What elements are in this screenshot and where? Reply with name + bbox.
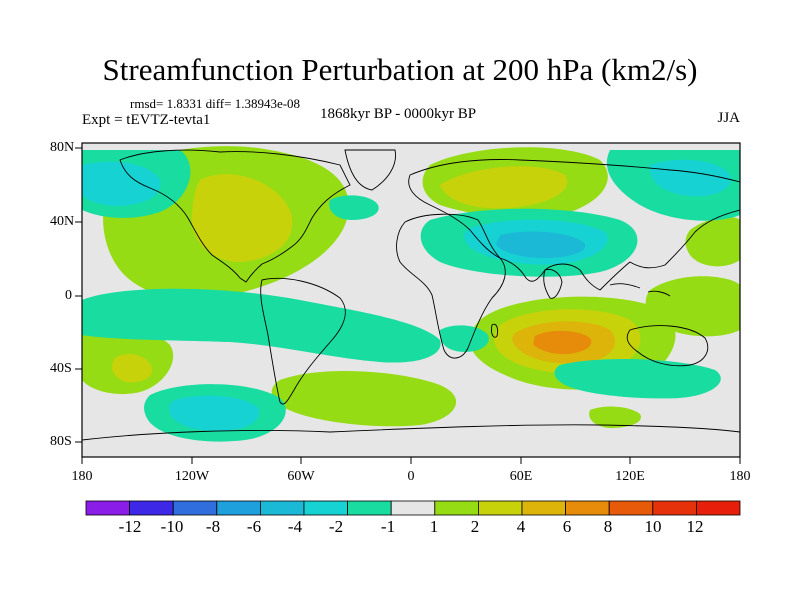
colorbar-swatch xyxy=(608,500,654,516)
colorbar-swatch xyxy=(652,500,697,516)
coastline-indonesia xyxy=(609,283,671,297)
contour-pos-eurasia-inner xyxy=(440,166,568,209)
colorbar-swatch xyxy=(434,500,479,516)
x-tick-label: 60E xyxy=(509,469,533,484)
colorbar-swatch xyxy=(565,500,610,516)
contour-neg-northeast-inner xyxy=(649,159,731,197)
contour-fields xyxy=(82,146,740,442)
colorbar-label: 12 xyxy=(686,517,704,536)
colorbar-label: 4 xyxy=(516,517,526,536)
tick-marks xyxy=(75,147,741,464)
colorbar-label: -8 xyxy=(205,517,221,536)
y-tick-label: 0 xyxy=(65,288,72,303)
colorbar-swatch xyxy=(85,500,130,516)
x-tick-label: 180 xyxy=(71,469,93,484)
contour-pos-south-atlantic xyxy=(271,370,457,427)
colorbar-swatch xyxy=(303,500,348,516)
period-label: 1868kyr BP - 0000kyr BP xyxy=(320,106,477,122)
coastline-madagascar xyxy=(491,323,499,338)
colorbar-label: -4 xyxy=(287,517,303,536)
colorbar-label: -6 xyxy=(246,517,262,536)
colorbar-label: 2 xyxy=(470,517,480,536)
coastline-antarctica xyxy=(82,424,740,441)
stats-text: rmsd= 1.8331 diff= 1.38943e-08 xyxy=(130,96,301,111)
contour-neg-north-atlantic xyxy=(329,195,379,220)
coastline-south-america xyxy=(260,277,346,405)
contour-pos-pacific-south-inner xyxy=(112,354,153,383)
y-tick-label: 40N xyxy=(50,214,75,229)
coastlines xyxy=(82,149,740,441)
contour-pos-australia-east xyxy=(645,276,740,337)
colorbar-swatch xyxy=(477,500,523,516)
y-tick-label: 80S xyxy=(50,434,72,449)
contour-pos-indian-ocean-8 xyxy=(533,330,592,355)
contour-pos-antarctic xyxy=(589,406,641,428)
season-label: JJA xyxy=(717,110,740,126)
colorbar-swatch xyxy=(696,500,741,516)
contour-pos-north-america-inner xyxy=(191,174,293,262)
colorbar-swatch xyxy=(521,500,566,516)
colorbar-label: 1 xyxy=(429,517,439,536)
x-tick-label: 120E xyxy=(615,469,645,484)
plot-title: Streamfunction Perturbation at 200 hPa (… xyxy=(102,52,698,87)
y-tick-label: 80N xyxy=(50,140,75,155)
colorbar-label: -12 xyxy=(118,517,142,536)
contour-neg-south-pacific-inner xyxy=(169,395,260,432)
colorbar-swatch xyxy=(172,500,218,516)
experiment-label: Expt = tEVTZ-tevta1 xyxy=(82,112,211,128)
contour-neg-asia-core xyxy=(496,231,586,258)
contour-pos-asia-east xyxy=(685,217,740,267)
colorbar-label: -10 xyxy=(160,517,184,536)
colorbar xyxy=(85,500,741,516)
colorbar-swatch xyxy=(129,500,174,516)
coastline-greenland xyxy=(344,149,396,191)
colorbar-swatch xyxy=(216,500,261,516)
x-tick-label: 180 xyxy=(729,469,751,484)
colorbar-label: -1 xyxy=(380,517,396,536)
contour-neg-southern-indian xyxy=(554,358,721,399)
coastline-north-america xyxy=(119,149,351,283)
x-tick-label: 60W xyxy=(287,469,315,484)
x-tick-label: 0 xyxy=(407,469,415,484)
colorbar-label: 10 xyxy=(644,517,662,536)
coastline-india xyxy=(543,269,563,299)
coastline-africa xyxy=(396,213,506,359)
x-tick-label: 120W xyxy=(174,469,210,484)
contour-neg-pacific-north-inner xyxy=(82,161,161,206)
colorbar-swatch xyxy=(390,500,436,516)
colorbar-label: -2 xyxy=(328,517,344,536)
contour-neg-south-atlantic xyxy=(439,325,489,352)
coastline-australia xyxy=(626,325,709,367)
colorbar-swatch xyxy=(347,500,392,516)
colorbar-swatch xyxy=(259,500,305,516)
coastline-eurasia xyxy=(408,159,740,291)
y-tick-label: 40S xyxy=(50,361,72,376)
colorbar-label: 6 xyxy=(562,517,572,536)
contour-neg-tropical-pacific xyxy=(82,288,441,363)
colorbar-label: 8 xyxy=(603,517,613,536)
